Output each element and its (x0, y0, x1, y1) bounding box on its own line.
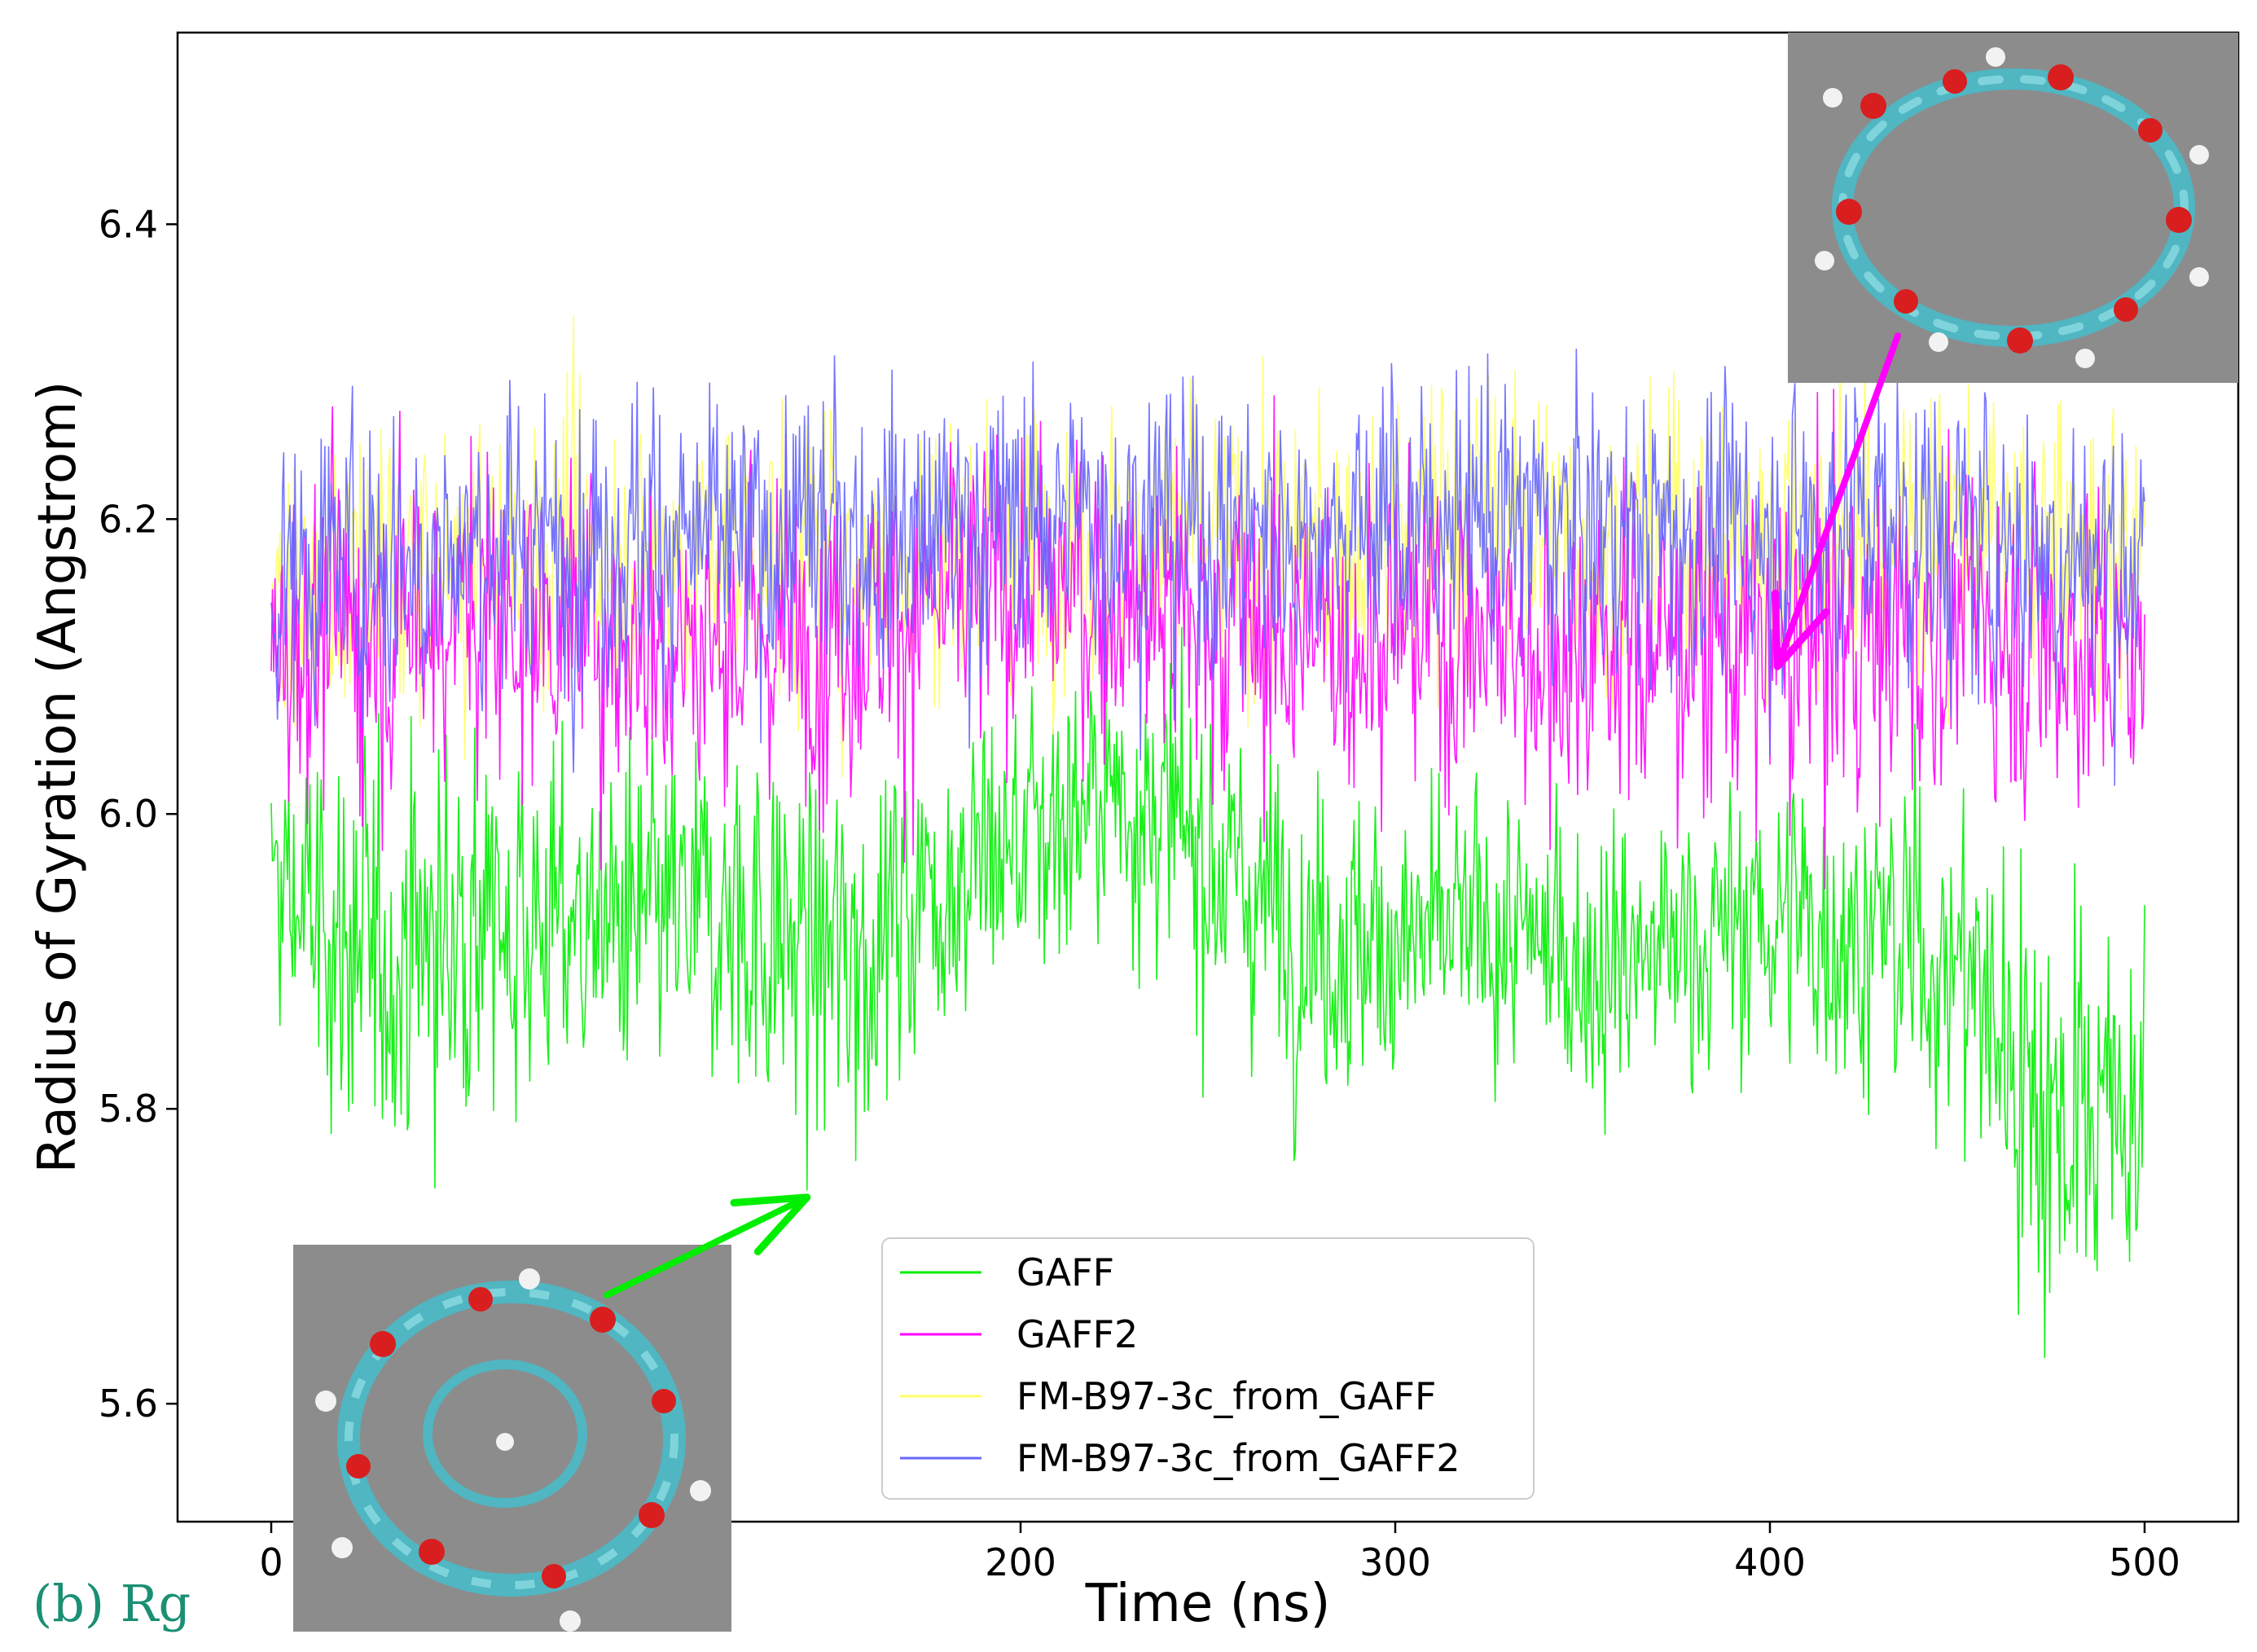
x-tick-label: 400 (1734, 1540, 1806, 1584)
x-axis-title: Time (ns) (1085, 1574, 1331, 1634)
y-axis: 5.6 5.8 6.0 6.2 6.4 (99, 202, 178, 1426)
x-tick-label: 0 (259, 1540, 283, 1584)
expanded-inset-arrow (1771, 332, 1901, 670)
panel-label: (b) Rg (33, 1574, 191, 1633)
inset-background (1788, 33, 2238, 383)
y-tick-label: 5.6 (99, 1382, 158, 1426)
x-tick-label: 200 (985, 1540, 1056, 1584)
cyclodextrin-collapsed-inset (293, 1245, 731, 1632)
y-axis-title: Radius of Gyration (Angstrom) (28, 381, 88, 1174)
y-tick-label: 6.0 (99, 792, 158, 836)
legend-label-fm-from-gaff: FM-B97-3c_from_GAFF (1017, 1374, 1436, 1418)
y-tick-label: 5.8 (99, 1087, 158, 1131)
molecule-ring-icon (1815, 47, 2209, 368)
legend-label-gaff2: GAFF2 (1017, 1312, 1138, 1356)
series-line-fm-b97-3c-from-gaff2 (270, 349, 2145, 786)
series-line-gaff (270, 626, 2145, 1359)
molecule-ring-icon (315, 1268, 711, 1632)
cyclodextrin-expanded-inset (1788, 33, 2238, 383)
y-tick-label: 6.2 (99, 497, 158, 541)
x-tick-label: 500 (2109, 1540, 2180, 1584)
legend-label-fm-from-gaff2: FM-B97-3c_from_GAFF2 (1017, 1436, 1460, 1480)
legend: GAFF GAFF2 FM-B97-3c_from_GAFF FM-B97-3c… (881, 1237, 1535, 1500)
legend-frame (881, 1237, 1535, 1500)
x-tick-label: 300 (1359, 1540, 1431, 1584)
inset-arrows (604, 332, 1901, 1298)
legend-label-gaff: GAFF (1017, 1250, 1114, 1294)
y-tick-label: 6.4 (99, 202, 158, 246)
plot-frame (176, 31, 2240, 1523)
series-layer (270, 314, 2145, 1359)
collapsed-inset-arrow (604, 1193, 811, 1298)
